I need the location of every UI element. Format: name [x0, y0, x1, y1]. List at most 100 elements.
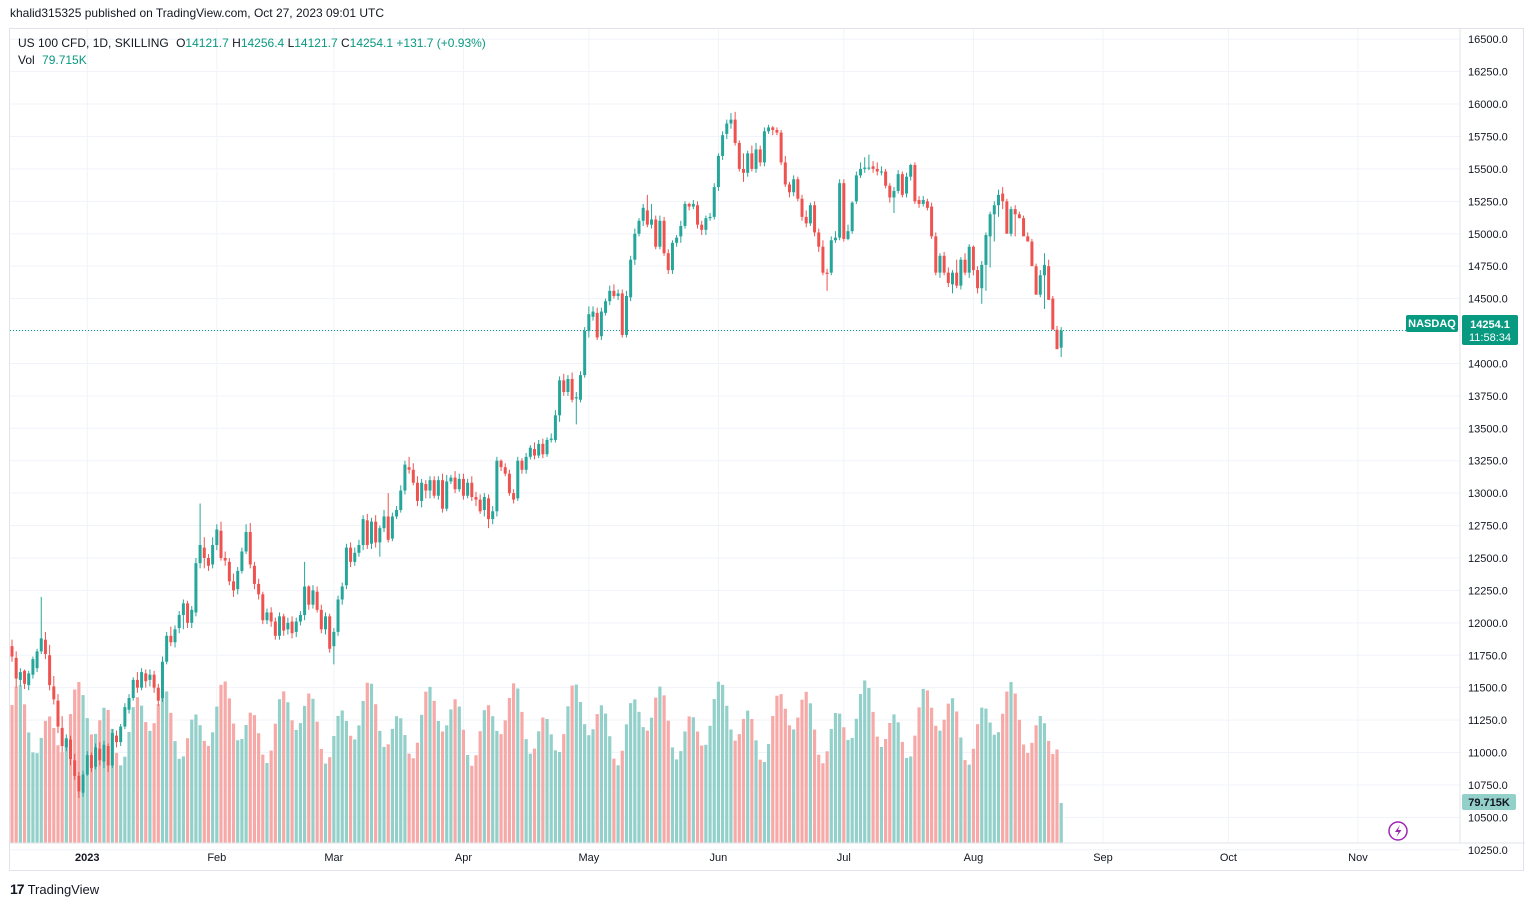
- footer: 17 TradingView: [10, 881, 99, 897]
- candle-body: [599, 311, 603, 337]
- candle-body: [441, 480, 445, 509]
- volume-bar: [917, 707, 921, 843]
- volume-bar: [900, 741, 904, 843]
- candle-body: [992, 205, 996, 215]
- candle-body: [424, 484, 428, 491]
- legend-vol-label[interactable]: Vol: [18, 53, 35, 67]
- candle-body: [240, 551, 244, 571]
- legend-vol-value: 79.715K: [42, 53, 87, 67]
- volume-bar: [842, 727, 846, 843]
- volume-bar: [482, 710, 486, 843]
- time-axis[interactable]: 2023 Feb Mar Apr May Jun Jul Aug Sep Oct Nov: [75, 852, 1368, 864]
- candle-body: [265, 612, 269, 621]
- volume-bar: [181, 756, 185, 843]
- legend-symbol[interactable]: US 100 CFD, 1D, SKILLING: [18, 36, 169, 50]
- candle-body: [570, 379, 574, 400]
- candle-body: [1047, 266, 1051, 300]
- volume-bar: [959, 737, 963, 843]
- volume-bar: [871, 711, 875, 843]
- candle-body: [1034, 266, 1038, 295]
- volume-bar: [838, 713, 842, 843]
- volume-bar: [779, 694, 783, 843]
- time-tick-label: Sep: [1093, 852, 1113, 864]
- candle-body: [135, 679, 139, 688]
- candle-body: [328, 616, 332, 649]
- candle-body: [89, 755, 93, 769]
- candle-body: [165, 635, 169, 662]
- candle-body: [340, 586, 344, 600]
- candle-body: [14, 657, 18, 679]
- volume-bar: [466, 755, 470, 843]
- volume-bar: [173, 741, 177, 843]
- volume-bar: [1030, 742, 1034, 843]
- candle-body: [482, 497, 486, 510]
- candle-body: [842, 183, 846, 239]
- volume-bar: [286, 702, 290, 843]
- volume-bar: [231, 723, 236, 843]
- candle-body: [148, 674, 152, 680]
- volume-bar: [888, 722, 892, 843]
- candle-body: [875, 168, 879, 172]
- volume-bar: [980, 707, 984, 843]
- candle-body: [913, 165, 917, 202]
- candle-body: [252, 565, 256, 584]
- volume-bar: [520, 711, 524, 843]
- last-price-value: 14254.1: [1470, 319, 1510, 331]
- volume-bar: [252, 715, 257, 843]
- volume-bar: [261, 754, 265, 843]
- tradingview-logo-icon[interactable]: 17: [10, 881, 25, 897]
- candle-body: [725, 123, 729, 134]
- footer-brand[interactable]: TradingView: [27, 881, 100, 897]
- candle-body: [545, 439, 549, 455]
- candle-body: [169, 635, 173, 643]
- candle-body: [675, 237, 679, 243]
- candle-body: [537, 443, 541, 456]
- volume-bar: [654, 697, 658, 843]
- candle-body: [181, 603, 185, 616]
- candle-body: [420, 482, 424, 501]
- price-axis[interactable]: 16500.0 16250.0 16000.0 15750.0 15500.0 15250…: [1468, 34, 1508, 857]
- price-tick-label: 13000.0: [1468, 488, 1508, 500]
- candle-body: [278, 616, 282, 636]
- candle-body: [1042, 264, 1046, 276]
- volume-bar: [198, 725, 202, 843]
- candle-body: [976, 270, 980, 289]
- candle-body: [871, 166, 875, 169]
- volume-bar: [896, 722, 900, 843]
- candle-body: [23, 670, 27, 684]
- chart-svg[interactable]: 16500.0 16250.0 16000.0 15750.0 15500.0 15250…: [10, 29, 1525, 872]
- volume-bar: [666, 720, 670, 843]
- volume-bar: [403, 735, 407, 843]
- volume-bar: [804, 691, 808, 843]
- candle-body: [704, 218, 708, 230]
- volume-bar: [374, 704, 378, 843]
- volume-bar: [1034, 725, 1038, 843]
- volume-bar: [81, 695, 85, 843]
- volume-bar: [311, 698, 315, 843]
- volume-bar: [992, 734, 996, 843]
- volume-bar: [562, 734, 566, 843]
- volume-bar: [938, 730, 942, 843]
- volume-badge-value: 79.715K: [1468, 797, 1510, 809]
- volume-bar: [303, 705, 307, 843]
- candle-body: [18, 672, 22, 680]
- candle-body: [152, 674, 156, 688]
- volume-bar: [867, 687, 871, 843]
- volume-tag: 79.715K: [1462, 794, 1516, 810]
- volume-bar: [165, 691, 169, 843]
- volume-bar: [223, 681, 227, 843]
- volume-bar: [445, 725, 449, 843]
- price-tick-label: 15000.0: [1468, 229, 1508, 241]
- candle-body: [859, 168, 863, 176]
- chart-frame[interactable]: 16500.0 16250.0 16000.0 15750.0 15500.0 15250…: [9, 28, 1525, 872]
- candle-body: [453, 477, 457, 490]
- volume-bar: [930, 707, 934, 843]
- candle-body: [779, 132, 783, 163]
- candle-body: [921, 200, 925, 204]
- volume-bar: [14, 686, 18, 843]
- lightning-icon[interactable]: [1388, 821, 1408, 841]
- price-tick-label: 12500.0: [1468, 553, 1508, 565]
- candle-body: [591, 311, 595, 317]
- candle-body: [64, 738, 68, 748]
- volume-bar: [89, 734, 94, 843]
